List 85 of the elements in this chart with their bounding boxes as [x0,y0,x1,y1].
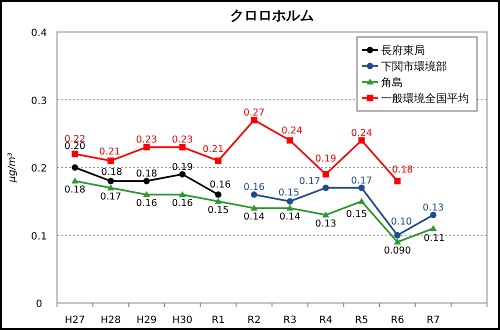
data-label: 0.17 [351,175,372,186]
x-tick-label: H30 [172,315,193,326]
point [215,158,222,164]
point [430,224,437,231]
data-label: 0.16 [172,198,193,210]
point [178,191,186,198]
point [107,184,114,190]
point [394,178,401,184]
point [72,164,78,171]
legend-label: 一般環境全国平均 [381,92,469,105]
point [71,178,78,184]
x-tick-label: R6 [390,315,404,326]
legend-label: 下関市環境部 [381,60,447,73]
data-label: 0.21 [99,146,120,158]
point [430,212,436,218]
point [394,238,401,245]
point [286,198,294,205]
x-tick-label: H28 [100,315,121,326]
x-tick-label: R7 [426,315,440,326]
point [214,198,222,204]
data-label: 0.16 [136,198,158,210]
y-tick-label: 0.2 [31,164,47,174]
point [143,178,150,184]
data-label: 0.10 [390,216,412,228]
legend-label: 角島 [381,76,403,89]
data-label: 0.17 [100,191,122,202]
data-label: 0.23 [136,134,158,146]
data-label: 0.090 [384,246,412,257]
data-label: 0.15 [278,187,300,198]
y-tick-label: 0.4 [31,28,47,39]
x-tick-label: H27 [64,315,86,326]
y-axis-title: μg/m³ [7,152,18,184]
data-label: 0.15 [346,208,368,220]
data-label: 0.21 [202,144,224,156]
data-label: 0.15 [208,204,229,216]
point [286,137,294,144]
data-label: 0.19 [172,162,193,173]
data-label: 0.18 [392,164,413,176]
x-tick-label: H29 [136,315,157,326]
point [143,144,150,150]
x-tick-label: R2 [247,315,261,326]
point [72,150,78,158]
y-tick-label: 0.3 [31,96,47,107]
data-label: 0.14 [279,212,300,223]
x-tick-label: R4 [319,315,332,326]
data-label: 0.27 [244,108,265,119]
data-label: 0.16 [210,180,231,191]
data-label: 0.14 [244,212,265,223]
legend-label: 長府東局 [381,44,425,57]
point [322,171,329,178]
point [358,137,365,144]
point [250,116,258,124]
chart-title: クロロホルム [230,8,314,24]
data-label: 0.24 [351,128,372,139]
y-tick-label: 0 [36,299,42,310]
x-tick-label: R1 [212,315,225,326]
point [250,204,258,211]
point [179,144,186,150]
point [108,158,114,164]
data-label: 0.17 [299,176,320,187]
point [250,191,258,198]
data-label: 0.13 [315,218,336,230]
data-label: 0.24 [281,125,302,136]
point [394,232,401,238]
point [179,171,186,178]
data-label: 0.16 [244,182,265,194]
data-label: 0.18 [136,168,158,180]
data-label: 0.20 [64,141,86,152]
data-label: 0.18 [101,167,122,178]
point [322,184,329,192]
point [286,204,294,211]
point [358,184,365,192]
y-tick-label: 0.1 [31,231,47,242]
data-label: 0.19 [315,153,336,164]
point [215,191,222,198]
point [108,178,114,184]
data-label: 0.18 [64,184,86,196]
data-label: 0.13 [422,202,444,214]
point [143,191,150,198]
data-label: 0.23 [172,134,193,146]
point [322,211,330,218]
x-tick-label: R3 [283,315,297,326]
point [358,198,366,204]
x-tick-label: R5 [354,315,368,326]
data-label: 0.11 [424,232,445,244]
